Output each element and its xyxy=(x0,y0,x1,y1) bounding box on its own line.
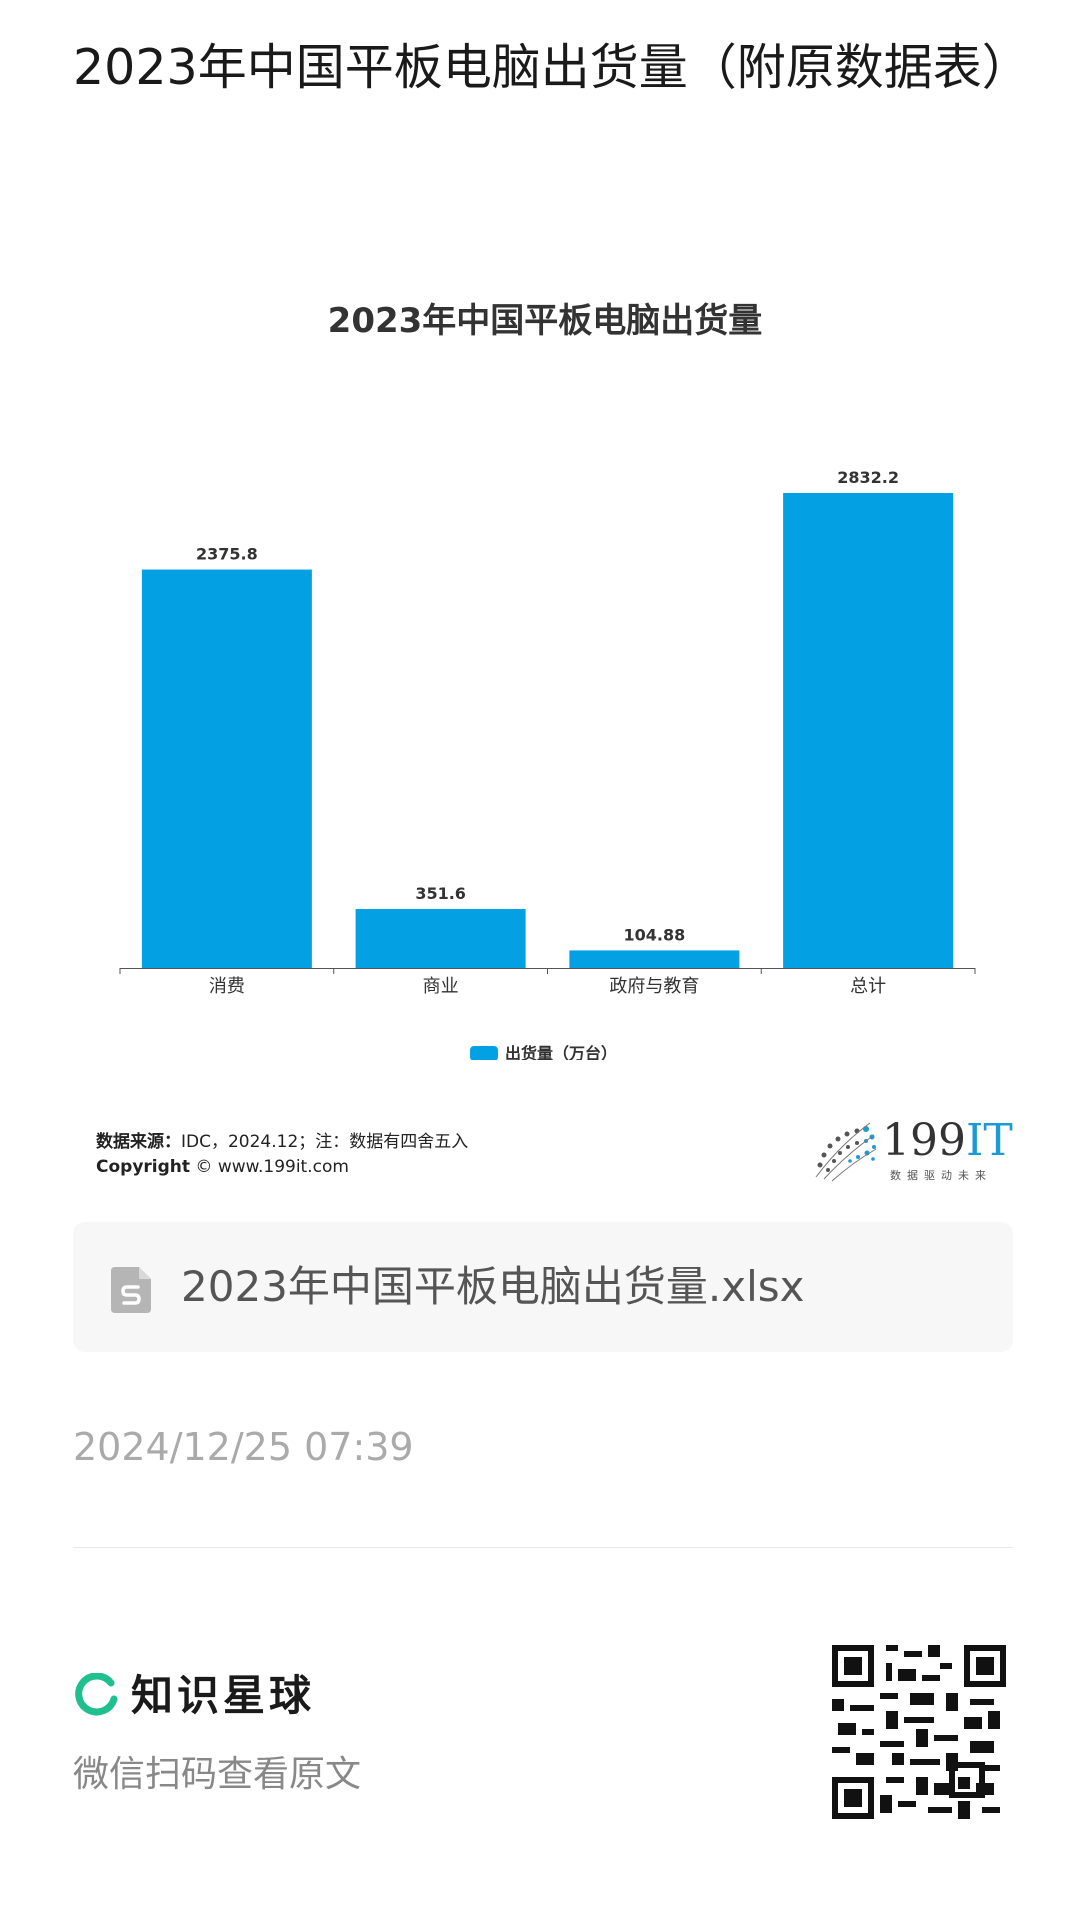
source-text: IDC，2024.12；注：数据有四舍五入 xyxy=(181,1132,469,1152)
copyright-label: Copyright xyxy=(96,1157,191,1177)
copyright-note: Copyright © www.199it.com xyxy=(96,1157,349,1177)
source-label: 数据来源： xyxy=(96,1132,181,1152)
bar-3 xyxy=(783,493,954,968)
bar-value-label-1: 351.6 xyxy=(415,884,466,903)
legend-label: 出货量（万台） xyxy=(505,1044,617,1060)
copyright-text: © www.199it.com xyxy=(195,1157,349,1177)
bar-0 xyxy=(141,569,312,968)
brand-logo-199it: 199IT 数据驱动未来 xyxy=(810,1115,1013,1187)
x-tick-label-2: 政府与教育 xyxy=(609,976,699,997)
bar-value-label-3: 2832.2 xyxy=(837,468,899,487)
spreadsheet-file-icon xyxy=(111,1267,151,1313)
dots-logo-icon xyxy=(815,1122,877,1182)
logo-slogan: 数据驱动未来 xyxy=(890,1169,992,1182)
x-tick-label-1: 商业 xyxy=(423,976,459,997)
qr-code-icon[interactable] xyxy=(832,1645,1006,1819)
file-name: 2023年中国平板电脑出货量.xlsx xyxy=(181,1262,805,1311)
bar-value-label-2: 104.88 xyxy=(624,925,686,944)
scan-hint: 微信扫码查看原文 xyxy=(73,1754,362,1795)
bar-1 xyxy=(355,909,526,968)
bar-2 xyxy=(569,950,740,968)
chart-title: 2023年中国平板电脑出货量 xyxy=(328,301,763,341)
bar-value-label-0: 2375.8 xyxy=(196,545,258,564)
bars-layer: 2375.8 351.6 104.88 2832.2 xyxy=(141,468,954,968)
logo-text: 199IT xyxy=(882,1115,1013,1166)
divider xyxy=(73,1547,1013,1548)
page-title: 2023年中国平板电脑出货量（附原数据表） xyxy=(73,39,1031,96)
chart-svg: 2023年中国平板电脑出货量 2375.8 351.6 104.88 2832.2 消… xyxy=(119,301,976,1060)
x-tick-label-3: 总计 xyxy=(850,976,886,997)
source-note: 数据来源：IDC，2024.12；注：数据有四舍五入 xyxy=(96,1127,468,1152)
zsxq-ring-icon xyxy=(75,1673,118,1716)
bar-chart: 2023年中国平板电脑出货量 2375.8 351.6 104.88 2832.2 消… xyxy=(0,280,1080,1060)
x-axis: 消费 商业 政府与教育 总计 xyxy=(119,968,976,997)
publish-timestamp: 2024/12/25 07:39 xyxy=(73,1425,414,1469)
x-tick-label-0: 消费 xyxy=(209,976,245,997)
attachment-file-card[interactable]: 2023年中国平板电脑出货量.xlsx xyxy=(73,1222,1013,1352)
chart-legend: 出货量（万台） xyxy=(470,1044,617,1060)
brand-name: 知识星球 xyxy=(131,1671,316,1720)
zsxq-brand: 知识星球 xyxy=(73,1671,373,1721)
legend-swatch xyxy=(470,1046,498,1060)
